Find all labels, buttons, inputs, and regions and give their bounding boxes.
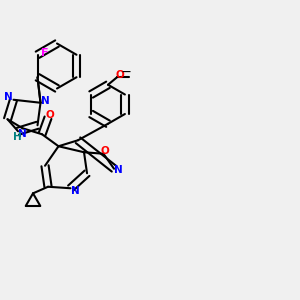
Text: N: N <box>114 165 123 175</box>
Text: H: H <box>13 132 22 142</box>
Text: O: O <box>115 70 124 80</box>
Text: —: — <box>122 68 130 77</box>
Text: N: N <box>18 129 27 139</box>
Text: F: F <box>41 48 49 58</box>
Text: N: N <box>70 186 80 196</box>
Text: O: O <box>45 110 54 120</box>
Text: N: N <box>40 96 50 106</box>
Text: O: O <box>100 146 109 156</box>
Text: N: N <box>4 92 13 102</box>
